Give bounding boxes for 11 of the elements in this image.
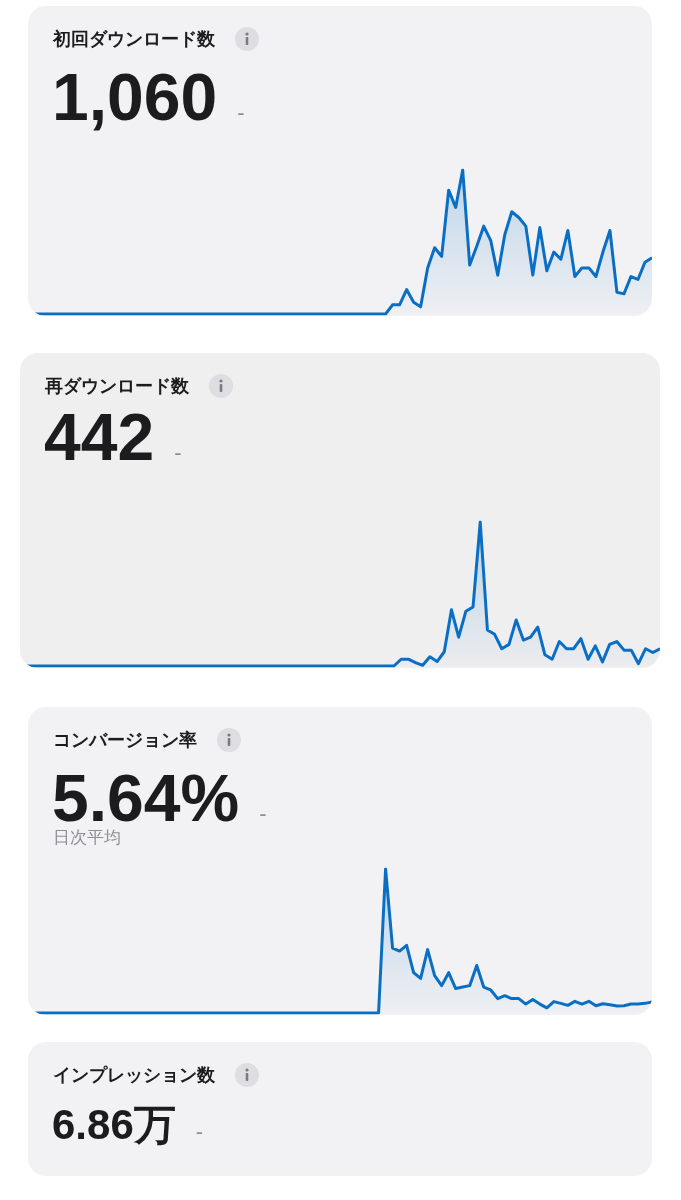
text: - (237, 100, 245, 125)
chart-title: 初回ダウンロード数 (53, 28, 215, 51)
chart-subtitle: 1,060 (52, 60, 218, 134)
text: インプレッション数 (53, 1064, 215, 1087)
text: 6.86万 (52, 1101, 176, 1148)
chart-title: コンバージョン率 (53, 729, 197, 752)
chart-title: 再ダウンロード数 (45, 375, 189, 398)
text: - (195, 1119, 204, 1144)
text: - (259, 801, 267, 826)
text: - (174, 440, 182, 465)
chart-subtitle: 442 (44, 400, 155, 474)
